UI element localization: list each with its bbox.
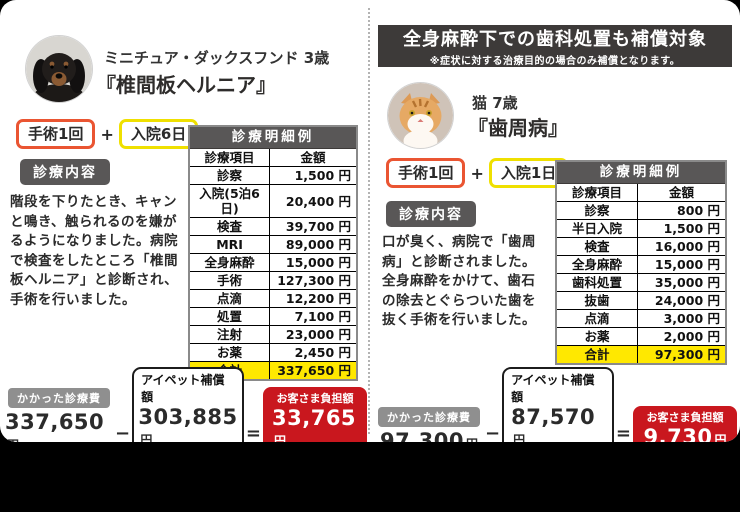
dental-coverage-banner: 全身麻酔下での歯科処置も補償対象 ※症状に対する治療目的の場合のみ補償となります…: [378, 25, 732, 67]
table-row: 注射 23,000 円: [188, 325, 358, 344]
cat-species-age: 猫 7歳: [472, 94, 518, 112]
burden-label: お客さま負担額: [276, 392, 354, 405]
table-row: 全身麻酔 15,000 円: [555, 255, 727, 274]
table-row: お薬 2,450 円: [188, 343, 358, 362]
table-row: 入院(5泊6日) 20,400 円: [188, 184, 358, 218]
plus-sign: +: [100, 124, 114, 144]
treatment-detail-label: 診療内容: [20, 159, 110, 185]
coverage-value: 87,570円: [511, 405, 605, 442]
hospitalization-badge: 入院6日: [118, 119, 199, 149]
total-cost-label: かかった診療費: [8, 388, 110, 408]
cat-treatment-badges: 手術1回 + 入院1日: [386, 158, 569, 188]
table-row: 検査 39,700 円: [188, 217, 358, 236]
coverage-label: アイペット補償額: [511, 373, 595, 404]
table-row: お薬 2,000 円: [555, 327, 727, 346]
dog-breed-age: ミニチュア・ダックスフンド 3歳: [104, 49, 330, 67]
coverage-label: アイペット補償額: [141, 373, 225, 404]
equals-sign: =: [245, 423, 261, 442]
column-header-amount: 金額: [269, 148, 358, 167]
table-row: 診察 800 円: [555, 201, 727, 220]
yen-unit: 円: [466, 437, 478, 442]
table-row: 半日入院 1,500 円: [555, 219, 727, 238]
table-header-row: 診療項目 金額: [188, 148, 358, 167]
cat-illustration: [388, 83, 453, 148]
coverage-amount-box: アイペット補償額 303,885円: [132, 367, 244, 442]
table-title: 診療明細例: [555, 160, 727, 184]
table-title-row: 診療明細例: [188, 125, 358, 149]
column-header-item: 診療項目: [555, 183, 639, 202]
table-row: 全身麻酔 15,000 円: [188, 253, 358, 272]
dog-condition-title: 『椎間板ヘルニア』: [96, 73, 276, 97]
surgery-badge: 手術1回: [16, 119, 96, 149]
dog-treatment-badges: 手術1回 + 入院6日: [16, 119, 199, 149]
dog-case-panel: ミニチュア・ダックスフンド 3歳 『椎間板ヘルニア』 手術1回 + 入院6日 診…: [0, 0, 370, 442]
plus-sign: +: [470, 163, 484, 183]
table-row: 検査 16,000 円: [555, 237, 727, 256]
cat-condition-title: 『歯周病』: [468, 116, 568, 140]
table-header-row: 診療項目 金額: [555, 183, 727, 202]
burden-value: 9,730 円: [644, 425, 727, 442]
table-row: 診察 1,500 円: [188, 166, 358, 185]
column-header-item: 診療項目: [188, 148, 271, 167]
total-cost-label: かかった診療費: [378, 407, 480, 427]
dog-photo: [26, 36, 92, 102]
minus-sign: −: [115, 423, 131, 442]
yen-unit: 円: [140, 433, 153, 442]
table-row: 歯科処置 35,000 円: [555, 273, 727, 292]
table-row: 手術 127,300 円: [188, 271, 358, 290]
surgery-badge: 手術1回: [386, 158, 466, 188]
customer-burden-box: お客さま負担額 9,730 円: [633, 406, 737, 442]
vertical-dotted-divider: [368, 8, 370, 434]
column-header-amount: 金額: [637, 183, 727, 202]
yen-unit: 円: [513, 433, 526, 442]
equals-sign: =: [615, 423, 631, 442]
yen-unit: 円: [714, 433, 727, 442]
table-row: 点滴 12,200 円: [188, 289, 358, 308]
treatment-detail-label: 診療内容: [386, 201, 476, 227]
dog-case-description: 階段を下りたとき、キャンと鳴き、触られるのを嫌がるようになりました。病院で検査を…: [10, 194, 179, 308]
coverage-value: 303,885円: [138, 405, 237, 442]
dog-invoice-table: 診療明細例 診療項目 金額 診察 1,500 円 入院(5泊6日) 20,400 円…: [188, 125, 358, 381]
yen-unit: 円: [274, 434, 287, 442]
customer-burden-box: お客さま負担額 33,765円: [263, 387, 367, 442]
table-row: MRI 89,000 円: [188, 235, 358, 254]
banner-note: ※症状に対する治療目的の場合のみ補償となります。: [429, 56, 681, 67]
banner-title: 全身麻酔下での歯科処置も補償対象: [403, 29, 707, 50]
table-row: 抜歯 24,000 円: [555, 291, 727, 310]
coverage-amount-box: アイペット補償額 87,570円: [502, 367, 614, 442]
burden-value: 33,765円: [272, 406, 358, 442]
table-title: 診療明細例: [188, 125, 358, 149]
burden-label: お客さま負担額: [646, 411, 724, 424]
dog-illustration: [26, 36, 92, 102]
table-total-row: 合計 97,300 円: [555, 345, 727, 365]
table-row: 処置 7,100 円: [188, 307, 358, 326]
cat-invoice-table: 診療明細例 診療項目 金額 診察 800 円 半日入院 1,500 円 検査 16,0…: [555, 160, 727, 365]
table-row: 点滴 3,000 円: [555, 309, 727, 328]
cat-case-description: 口が臭く、病院で「歯周病」と診断されました。全身麻酔をかけて、歯石の除去とぐらつ…: [382, 234, 536, 328]
cat-case-panel: 全身麻酔下での歯科処置も補償対象 ※症状に対する治療目的の場合のみ補償となります…: [370, 0, 740, 442]
yen-unit: 円: [7, 438, 19, 442]
cat-photo: [388, 83, 453, 148]
minus-sign: −: [485, 423, 501, 442]
table-title-row: 診療明細例: [555, 160, 727, 184]
pamphlet-card: ミニチュア・ダックスフンド 3歳 『椎間板ヘルニア』 手術1回 + 入院6日 診…: [0, 0, 740, 442]
